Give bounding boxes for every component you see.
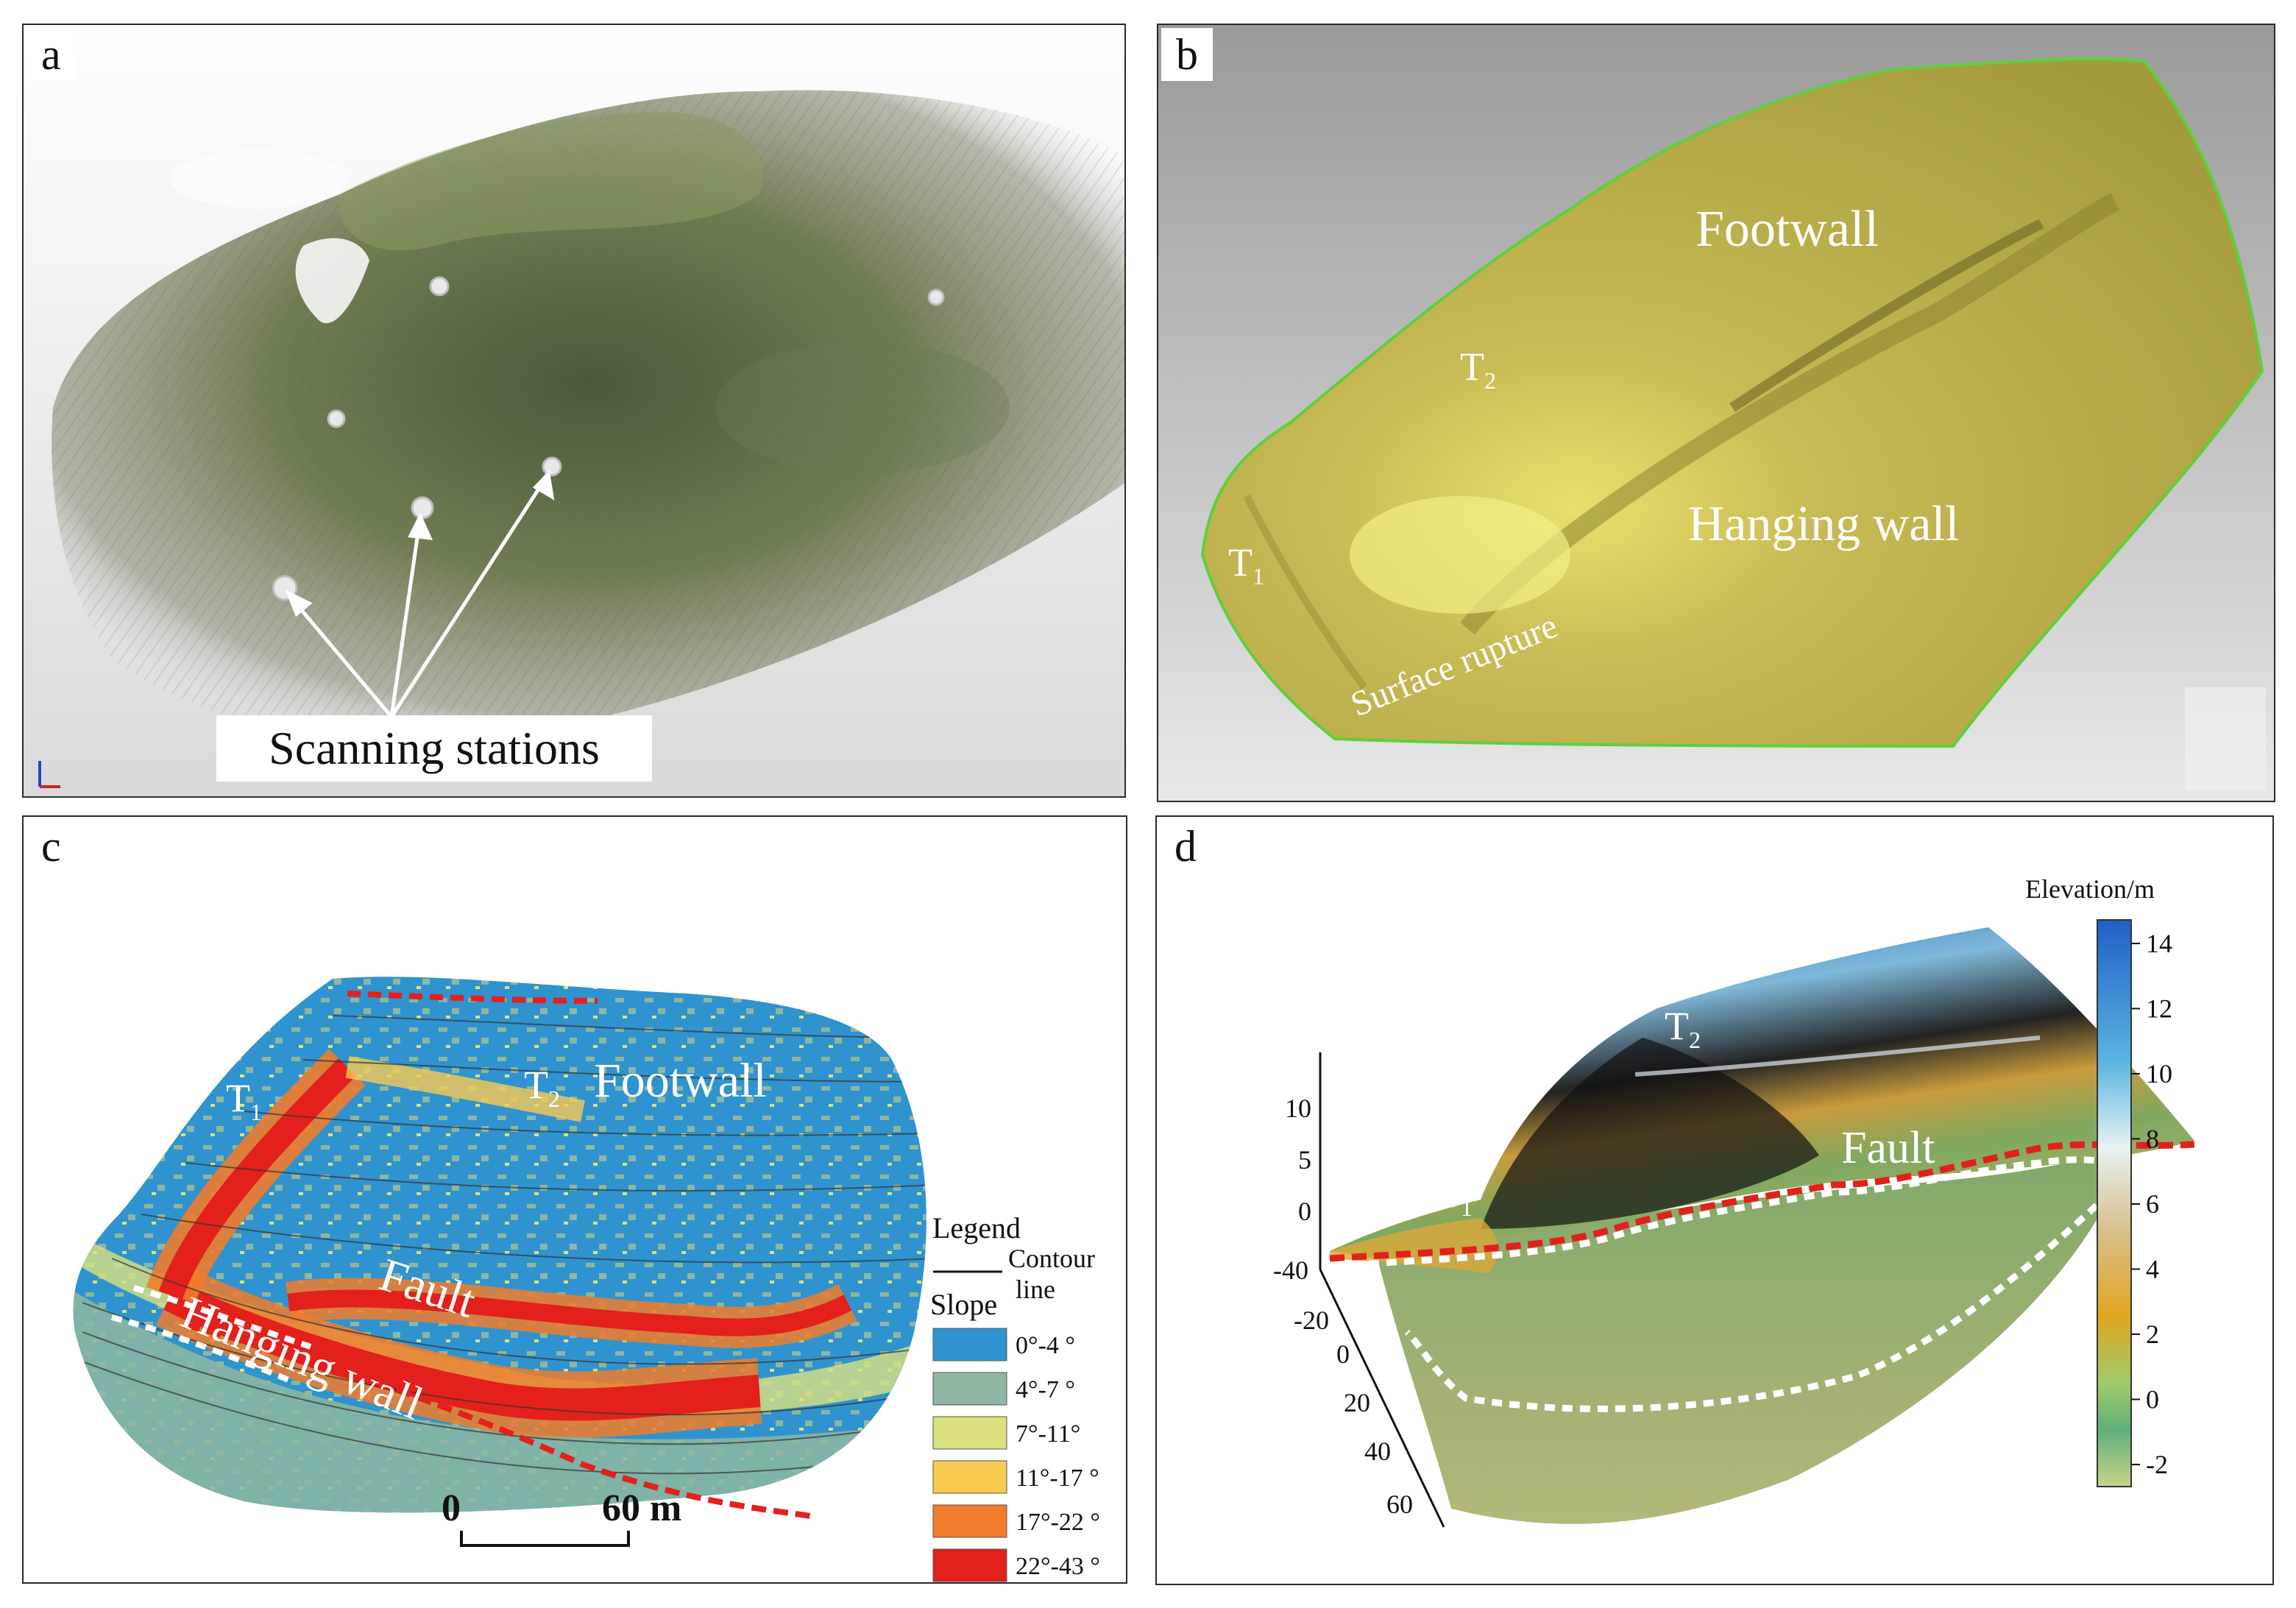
- svg-text:40: 40: [1364, 1437, 1391, 1466]
- point-cloud-image: Scanning stations: [24, 25, 1124, 796]
- elevation-3d-model: T1 T2 Fault 10 5 0 -40 -20 0 20 40 60 El…: [1273, 874, 2195, 1528]
- terrace-edge-line: [132, 1285, 312, 1350]
- svg-text:20: 20: [1344, 1388, 1370, 1417]
- slope-class-label: 17°-22 °: [1016, 1509, 1100, 1536]
- scale-label-right: 60 m: [602, 1487, 681, 1529]
- slope-swatch: [932, 1328, 1007, 1361]
- slope-class-label: 11°-17 °: [1016, 1464, 1099, 1492]
- slope-map: T1 T2 Footwall Fault Hanging wall Legend…: [73, 977, 1100, 1582]
- colorbar-tick-label: 14: [2146, 929, 2172, 958]
- slope-swatch: [932, 1504, 1007, 1538]
- scale-label-left: 0: [442, 1487, 461, 1529]
- svg-text:0: 0: [1336, 1339, 1350, 1369]
- svg-text:5: 5: [1298, 1145, 1311, 1175]
- hanging-wall-surface: [1378, 1148, 2128, 1524]
- panel-label-c: c: [26, 820, 76, 873]
- axis-3d: [1319, 1052, 1445, 1528]
- axis-y-ticks: -40 -20 0 20 40 60: [1273, 1255, 1413, 1519]
- colorbar-tick-label: 2: [2146, 1320, 2159, 1349]
- scanning-stations-label: Scanning stations: [269, 722, 600, 774]
- colorbar-tick-label: 8: [2146, 1124, 2159, 1154]
- colorbar-tick-label: 0: [2146, 1385, 2159, 1414]
- colorbar-tick-label: 12: [2146, 994, 2172, 1024]
- t1-label: T1: [1228, 540, 1264, 589]
- fault-line: [184, 1322, 812, 1519]
- legend-title: Legend: [932, 1211, 1021, 1244]
- colorbar-title: Elevation/m: [2025, 874, 2155, 904]
- contour-label-1: Contour: [1008, 1244, 1095, 1273]
- axis-indicator-icon: [38, 761, 60, 788]
- t2-label: T2: [524, 1063, 560, 1112]
- scale-bar: 0 60 m: [442, 1487, 681, 1547]
- slope-class-label: 22°-43 °: [1016, 1553, 1100, 1580]
- hanging-wall-label: Hanging wall: [1688, 495, 1959, 551]
- panel-label-a: a: [26, 28, 76, 81]
- hanging-wall-outline: [1333, 1156, 2141, 1412]
- t1-label: T1: [1436, 1172, 1473, 1221]
- colorbar-gradient: [2097, 919, 2132, 1487]
- colorbar-tick-label: 10: [2146, 1059, 2172, 1088]
- panel-b-surface-model: Footwall T2 Hanging wall T1 Surface rupt…: [1157, 24, 2275, 802]
- colorbar-tick-label: 4: [2146, 1255, 2159, 1284]
- t1-label: T1: [226, 1076, 262, 1125]
- slope-class-label: 0°-4 °: [1016, 1332, 1075, 1359]
- colorbar-ticks: 14 12 10 8 6 4 2 0 -2: [2131, 929, 2172, 1479]
- svg-text:10: 10: [1285, 1094, 1311, 1123]
- footwall-label: Footwall: [1696, 201, 1879, 258]
- panel-label-b: b: [1161, 28, 1213, 81]
- svg-text:-20: -20: [1294, 1306, 1329, 1335]
- panel-c-slope-map: T1 T2 Footwall Fault Hanging wall Legend…: [22, 815, 1127, 1584]
- slope-swatch: [932, 1460, 1007, 1494]
- axis-z-ticks: 10 5 0: [1285, 1094, 1311, 1226]
- slope-title: Slope: [930, 1288, 997, 1321]
- legend: Legend Contour line Slope 0°-4 ° 4°-7 ° 7°…: [930, 1211, 1100, 1582]
- surface-model-image: Footwall T2 Hanging wall T1 Surface rupt…: [1158, 25, 2274, 801]
- slope-swatch: [932, 1372, 1007, 1406]
- contour-lines: [82, 1015, 926, 1475]
- svg-text:60: 60: [1386, 1490, 1413, 1519]
- elevation-colorbar: Elevation/m 14 12 10 8 6 4 2 0 -2: [2025, 874, 2172, 1487]
- station-arrows: [285, 470, 555, 718]
- t2-label: T2: [1460, 344, 1496, 394]
- fault-label: Fault: [1841, 1123, 1935, 1173]
- slope-legend-items: 0°-4 ° 4°-7 ° 7°-11° 11°-17 ° 17°-22 ° 22°-43…: [932, 1328, 1100, 1582]
- colorbar-tick-label: -2: [2146, 1450, 2168, 1479]
- slope-swatch: [932, 1548, 1007, 1582]
- station-marker: [542, 456, 562, 477]
- panel-label-d: d: [1160, 820, 1211, 873]
- colorbar-tick-label: 6: [2146, 1189, 2159, 1219]
- slope-class-label: 7°-11°: [1016, 1420, 1080, 1448]
- contour-label-2: line: [1016, 1275, 1055, 1304]
- slope-class-label: 4°-7 °: [1016, 1376, 1075, 1403]
- station-marker: [411, 496, 434, 520]
- panel-a-point-cloud: Scanning stations a: [22, 24, 1126, 798]
- footwall-label: Footwall: [594, 1054, 767, 1108]
- terrace-edge-line: [111, 1314, 290, 1383]
- slope-swatch: [932, 1416, 1007, 1450]
- svg-text:-40: -40: [1273, 1255, 1308, 1285]
- t2-label: T2: [1665, 1004, 1701, 1053]
- panel-d-elevation-model: T1 T2 Fault 10 5 0 -40 -20 0 20 40 60 El…: [1155, 815, 2274, 1585]
- svg-text:0: 0: [1298, 1197, 1311, 1226]
